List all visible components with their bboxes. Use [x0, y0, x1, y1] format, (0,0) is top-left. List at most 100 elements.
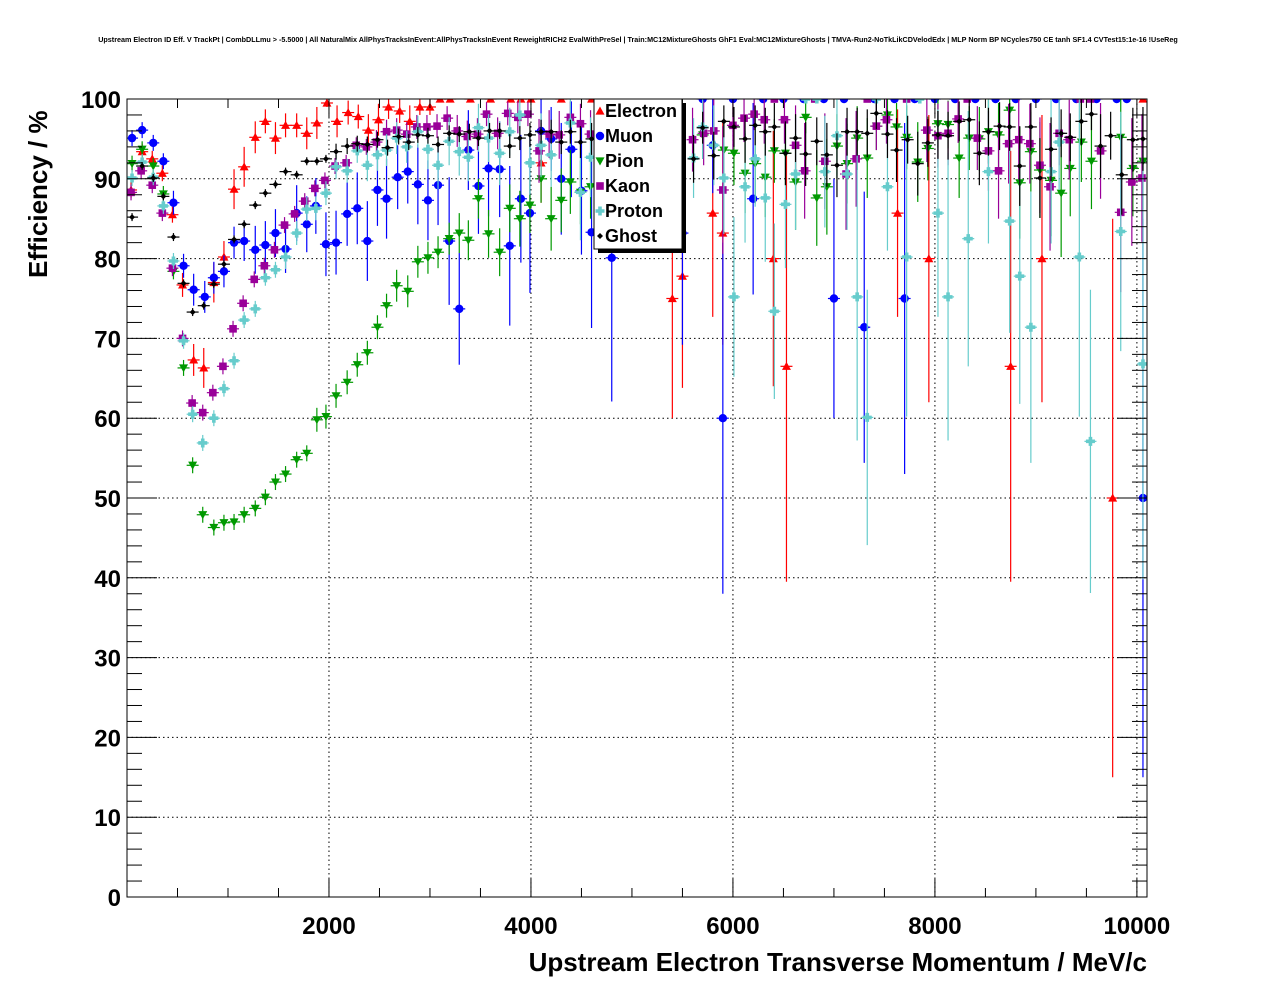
- muon-marker: [455, 304, 464, 314]
- kaon-marker: [250, 275, 259, 284]
- ghost-point: [789, 114, 802, 163]
- proton-marker: [229, 356, 239, 366]
- ghost-marker: [272, 181, 279, 188]
- kaon-point: [471, 118, 484, 151]
- ghost-point: [513, 126, 526, 151]
- pion-marker: [515, 215, 525, 224]
- ghost-point: [963, 99, 976, 140]
- proton-marker: [454, 147, 464, 157]
- ghost-point: [921, 118, 934, 167]
- ghost-point: [830, 133, 843, 198]
- kaon-marker: [1065, 135, 1074, 144]
- ghost-point: [1085, 99, 1098, 131]
- pion-point: [810, 150, 823, 246]
- kaon-marker: [719, 186, 727, 194]
- legend-item-kaon: Kaon: [596, 176, 650, 196]
- ghost-marker: [139, 163, 146, 170]
- ghost-marker: [893, 147, 900, 154]
- electron-marker: [556, 99, 566, 103]
- ghost-marker: [1048, 146, 1055, 153]
- ghost-point: [392, 128, 405, 145]
- ghost-marker: [303, 158, 310, 165]
- muon-marker: [353, 204, 362, 213]
- proton-marker: [515, 110, 525, 120]
- ghost-marker: [293, 171, 300, 178]
- pion-point: [228, 513, 241, 530]
- pion-marker: [229, 518, 239, 527]
- muon-marker: [159, 157, 168, 166]
- kaon-marker: [148, 181, 157, 189]
- proton-marker: [179, 336, 189, 346]
- ghost-marker: [262, 190, 269, 197]
- proton-point: [962, 110, 975, 367]
- ghost-marker: [771, 123, 778, 130]
- electron-marker: [353, 112, 363, 121]
- x-tick-label: 2000: [302, 913, 355, 940]
- ghost-marker: [833, 162, 840, 169]
- kaon-point: [451, 114, 464, 147]
- ghost-point: [127, 213, 139, 222]
- electron-marker: [465, 99, 475, 103]
- ghost-marker: [742, 135, 749, 142]
- pion-marker: [546, 215, 556, 224]
- electron-marker: [781, 361, 791, 370]
- pion-marker: [362, 349, 372, 358]
- pion-marker: [954, 154, 964, 163]
- pion-point: [401, 275, 414, 308]
- pion-marker: [382, 302, 392, 311]
- proton-point: [462, 133, 475, 182]
- electron-point: [393, 99, 406, 123]
- proton-marker: [760, 193, 770, 203]
- proton-marker: [780, 199, 790, 209]
- kaon-marker: [423, 123, 431, 131]
- kaon-marker: [1026, 139, 1034, 148]
- legend-item-muon: Muon: [595, 126, 653, 146]
- electron-point: [1035, 114, 1048, 403]
- muon-marker: [209, 273, 219, 282]
- pion-marker: [812, 194, 822, 203]
- ghost-marker: [405, 139, 412, 146]
- pion-marker: [321, 413, 331, 422]
- ghost-point: [381, 139, 394, 156]
- ghost-marker: [150, 175, 157, 182]
- ghost-marker: [914, 160, 921, 167]
- kaon-marker: [503, 109, 512, 118]
- ghost-point: [1104, 111, 1117, 160]
- ghost-marker: [395, 133, 402, 140]
- muon-marker: [890, 99, 899, 104]
- ghost-point: [942, 111, 955, 160]
- muon-marker: [1122, 99, 1132, 104]
- muon-point: [319, 212, 332, 277]
- y-tick-label: 90: [94, 167, 121, 194]
- legend-item-electron: Electron: [595, 101, 677, 121]
- pion-marker: [260, 493, 270, 502]
- ghost-marker: [924, 139, 931, 146]
- pion-point: [217, 514, 230, 531]
- muon-point: [898, 122, 911, 475]
- kaon-marker: [780, 115, 789, 124]
- electron-marker: [506, 99, 516, 103]
- kaon-marker: [688, 135, 697, 144]
- proton-point: [279, 245, 292, 269]
- muon-marker: [819, 99, 829, 104]
- electron-marker: [199, 363, 209, 372]
- kaon-marker: [382, 127, 391, 136]
- kaon-point: [248, 271, 261, 288]
- y-tick-label: 80: [94, 247, 121, 274]
- electron-point: [342, 100, 355, 125]
- proton-marker: [1085, 436, 1095, 446]
- electron-point: [1106, 218, 1119, 778]
- kaon-marker: [852, 155, 860, 163]
- ghost-marker: [252, 202, 259, 209]
- ghost-point: [696, 111, 709, 144]
- ghost-point: [330, 143, 343, 160]
- ghost-marker: [730, 123, 737, 130]
- kaon-marker: [800, 167, 809, 175]
- muon-marker: [403, 167, 412, 176]
- electron-point: [259, 109, 272, 134]
- muon-marker: [718, 414, 728, 423]
- muon-point: [1090, 99, 1103, 104]
- proton-point: [290, 221, 303, 246]
- ghost-marker: [813, 138, 820, 145]
- ghost-point: [1003, 102, 1016, 151]
